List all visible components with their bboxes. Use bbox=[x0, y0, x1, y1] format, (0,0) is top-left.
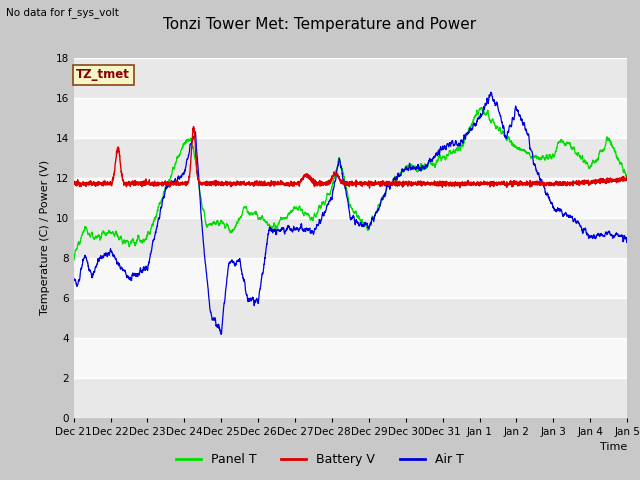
Line: Battery V: Battery V bbox=[74, 127, 640, 188]
Text: TZ_tmet: TZ_tmet bbox=[76, 68, 131, 82]
Panel T bbox=[191, 154, 198, 160]
Air T bbox=[191, 133, 198, 139]
Air T bbox=[70, 276, 77, 281]
Bar bbox=[74, 337, 627, 378]
Panel T bbox=[477, 105, 485, 110]
Panel T bbox=[445, 152, 452, 158]
Battery V bbox=[189, 124, 197, 130]
Panel T bbox=[570, 145, 578, 151]
Legend: Panel T, Battery V, Air T: Panel T, Battery V, Air T bbox=[171, 448, 469, 471]
Battery V bbox=[445, 181, 453, 187]
Battery V bbox=[535, 180, 543, 185]
Battery V bbox=[70, 181, 77, 187]
Air T bbox=[487, 89, 495, 95]
Bar bbox=[74, 217, 627, 258]
Line: Panel T: Panel T bbox=[74, 108, 640, 261]
Y-axis label: Temperature (C) / Power (V): Temperature (C) / Power (V) bbox=[40, 160, 50, 315]
Bar bbox=[74, 178, 627, 217]
Battery V bbox=[191, 132, 198, 137]
Bar bbox=[74, 138, 627, 178]
X-axis label: Time: Time bbox=[600, 442, 627, 452]
Bar bbox=[74, 97, 627, 138]
Panel T bbox=[70, 258, 77, 264]
Battery V bbox=[570, 180, 578, 185]
Air T bbox=[535, 170, 543, 176]
Air T bbox=[570, 217, 578, 223]
Panel T bbox=[497, 131, 505, 136]
Air T bbox=[497, 116, 505, 122]
Bar bbox=[74, 258, 627, 298]
Air T bbox=[217, 331, 225, 337]
Panel T bbox=[535, 156, 543, 162]
Battery V bbox=[497, 180, 505, 186]
Line: Air T: Air T bbox=[74, 92, 640, 334]
Air T bbox=[445, 143, 452, 148]
Bar bbox=[74, 378, 627, 418]
Bar bbox=[74, 58, 627, 97]
Bar bbox=[74, 298, 627, 337]
Text: Tonzi Tower Met: Temperature and Power: Tonzi Tower Met: Temperature and Power bbox=[163, 17, 477, 32]
Text: No data for f_sys_volt: No data for f_sys_volt bbox=[6, 7, 119, 18]
Battery V bbox=[365, 185, 373, 191]
